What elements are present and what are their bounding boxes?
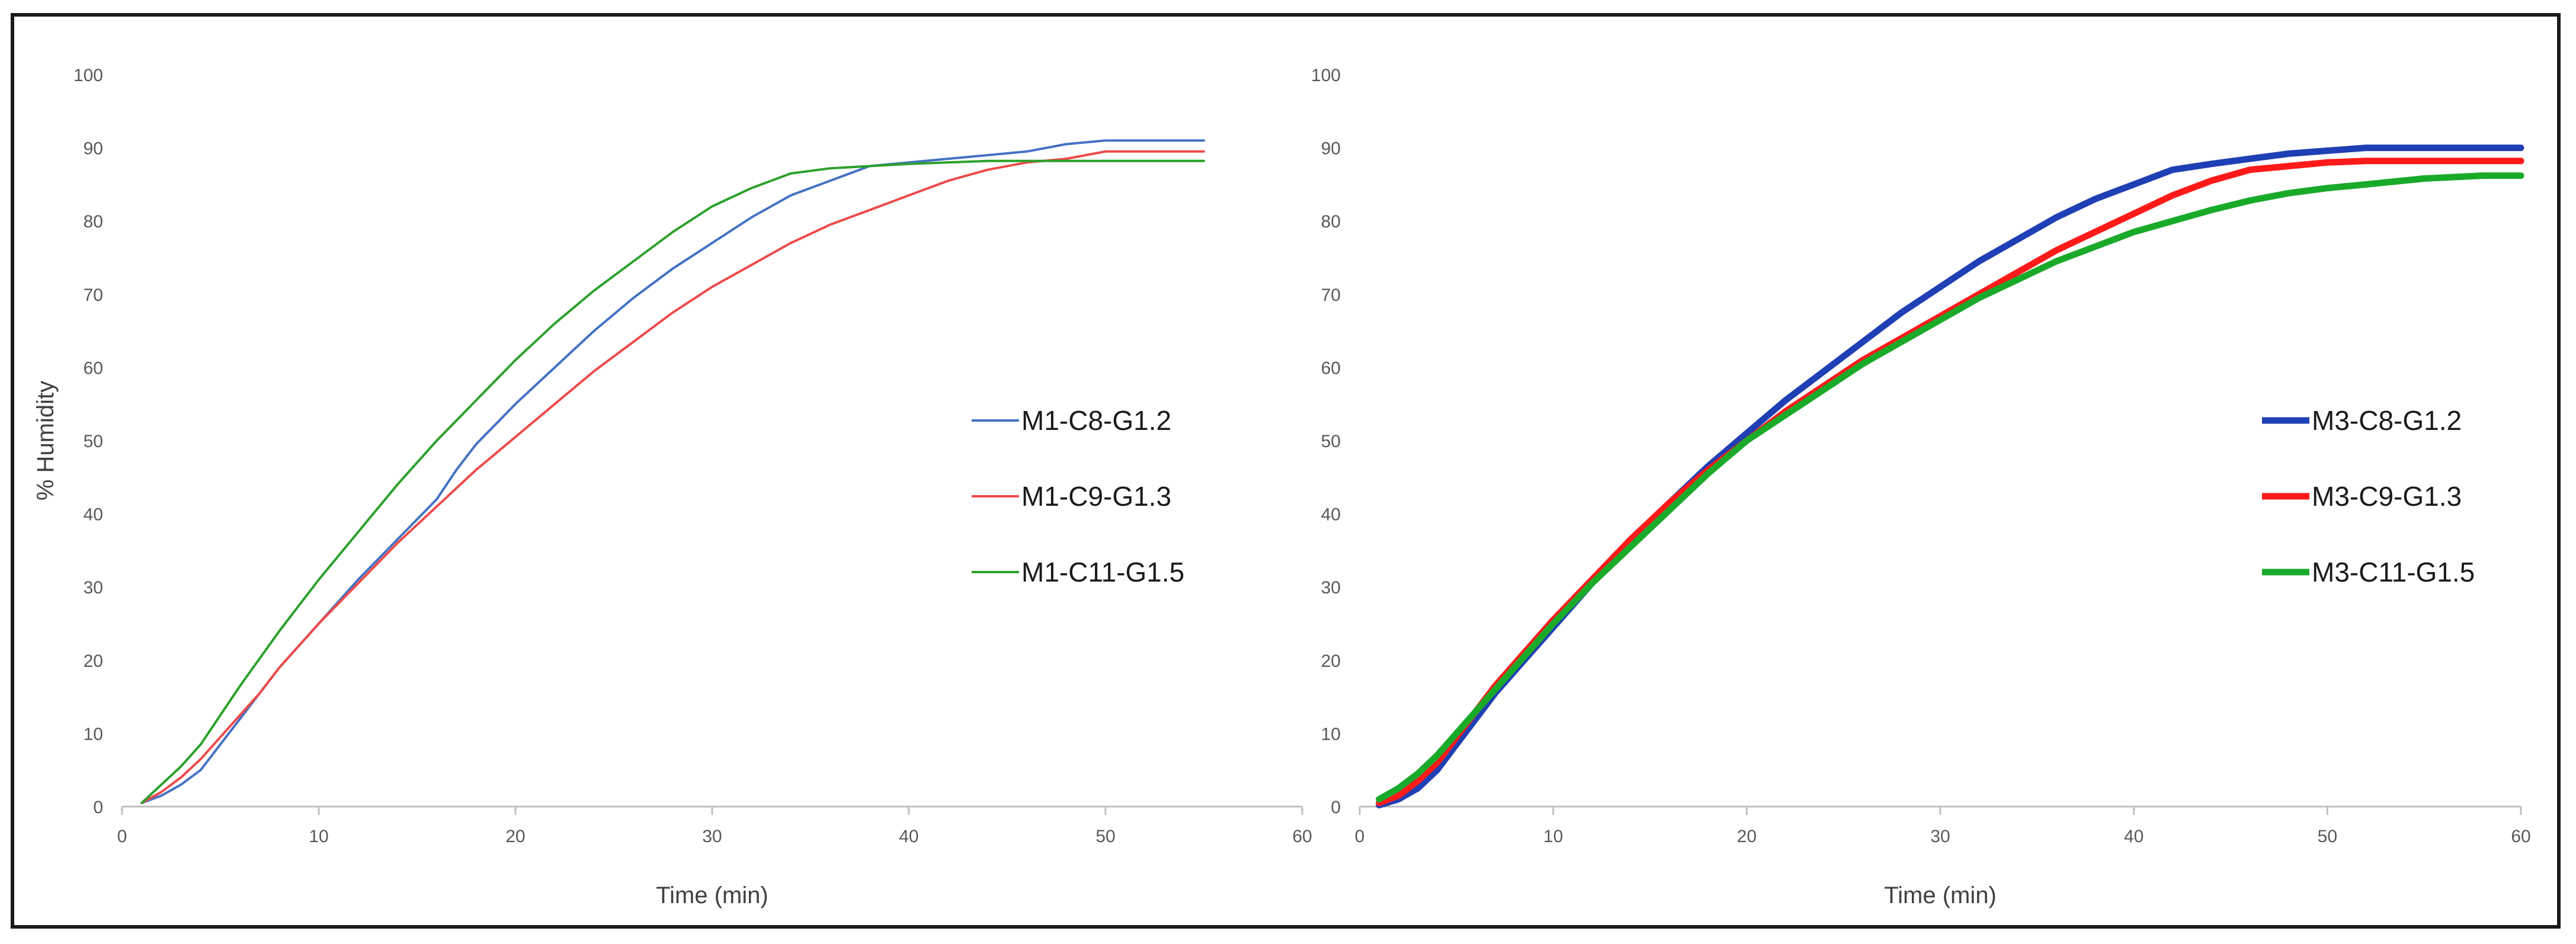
chart2-y-tick-label: 90 (1321, 139, 1341, 159)
chart1-legend-label-1: M1-C8-G1.2 (1021, 405, 1171, 436)
chart2-series-line-3 (1376, 172, 2524, 803)
chart1-y-axis-title: % Humidity (33, 381, 59, 500)
chart1-y-tick-label: 50 (84, 432, 103, 451)
chart2-y-tick-label: 70 (1321, 285, 1341, 305)
chart1-series-line-3 (140, 159, 1205, 804)
chart1-y-tick-label: 10 (84, 724, 103, 744)
chart2-x-tick-label: 30 (1930, 827, 1950, 846)
chart2-y-tick-label: 10 (1321, 724, 1341, 744)
chart1-x-tick-label: 0 (117, 827, 127, 846)
figure-frame (11, 13, 2561, 929)
chart1-x-tick-label: 30 (702, 827, 722, 846)
chart1-x-tick-label: 60 (1292, 827, 1312, 846)
chart1-legend-label-2: M1-C9-G1.3 (1021, 481, 1171, 512)
chart2-y-tick-label: 30 (1321, 578, 1341, 598)
chart1-y-tick-label: 80 (84, 212, 103, 232)
chart1-x-axis-title: Time (min) (656, 882, 768, 908)
chart2-y-tick-label: 50 (1321, 432, 1341, 451)
chart1-y-tick-label: 90 (84, 139, 103, 159)
chart2: 0 10 20 30 40 50 60 0 10 20 30 40 50 60 70 80 90 100 Time … (1311, 66, 2531, 908)
chart2-y-tick-label: 20 (1321, 651, 1341, 671)
chart2-x-tick-label: 0 (1355, 827, 1365, 846)
chart1-y-tick-label: 30 (84, 578, 103, 598)
chart2-y-tick-label: 100 (1311, 66, 1341, 85)
chart1-y-tick-label: 70 (84, 285, 103, 305)
chart1-series-line-1 (140, 139, 1205, 804)
chart1-y-tick-label: 100 (73, 66, 103, 85)
chart1-legend-label-3: M1-C11-G1.5 (1021, 557, 1184, 587)
chart2-series-line-1 (1376, 145, 2524, 808)
chart2-x-axis-title: Time (min) (1884, 882, 1997, 908)
chart2-x-tick-label: 10 (1543, 827, 1563, 846)
chart2-y-tick-label: 80 (1321, 212, 1341, 232)
chart1-series-line-2 (140, 150, 1205, 804)
chart2-legend-label-1: M3-C8-G1.2 (2312, 405, 2462, 436)
chart1-y-tick-label: 60 (84, 358, 103, 378)
chart2-x-tick-label: 40 (2124, 827, 2144, 846)
chart2-y-tick-label: 0 (1331, 798, 1341, 817)
chart1-x-tick-label: 20 (505, 827, 525, 846)
chart1-y-tick-label: 40 (84, 505, 103, 525)
chart2-x-tick-label: 50 (2318, 827, 2337, 846)
chart2-x-tick-label: 60 (2511, 827, 2530, 846)
chart2-legend-label-2: M3-C9-G1.3 (2312, 481, 2462, 512)
chart1-x-tick-label: 50 (1095, 827, 1115, 846)
chart2-y-tick-label: 40 (1321, 505, 1341, 525)
chart2-y-tick-label: 60 (1321, 358, 1341, 378)
chart2-x-tick-label: 20 (1737, 827, 1757, 846)
chart1: 0 10 20 30 40 50 60 0 10 20 30 40 50 60 70 80 90 100 Time … (33, 66, 1312, 908)
chart1-x-tick-label: 40 (899, 827, 918, 846)
chart2-legend-label-3: M3-C11-G1.5 (2312, 557, 2475, 587)
chart1-x-tick-label: 10 (309, 827, 328, 846)
chart1-y-tick-label: 20 (84, 651, 103, 671)
chart1-y-tick-label: 0 (93, 798, 103, 817)
